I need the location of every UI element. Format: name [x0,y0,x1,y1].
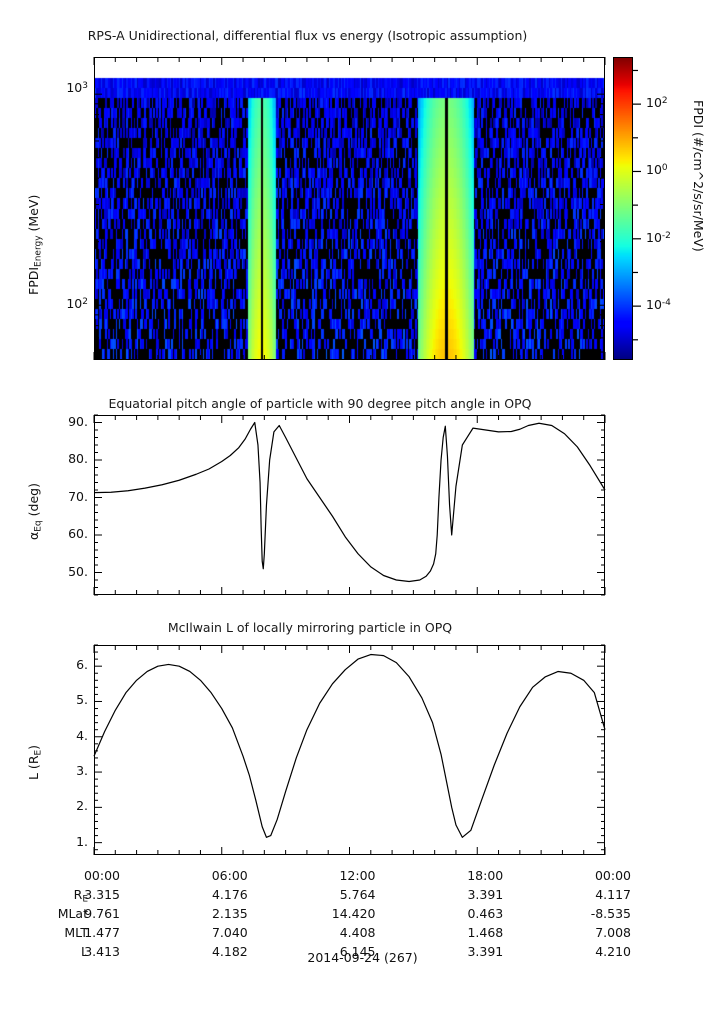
colorbar-ticklabel-1: 100 [646,162,668,177]
tick-mantissa: 10 [646,229,662,245]
tick-mantissa: 10 [646,162,662,178]
table-cell: 3.391 [467,944,504,959]
pitch-angle-ytick-4: 50. [68,563,88,579]
table-cell: 5.764 [339,887,376,902]
mcilwain-l-ytick-0: 6. [76,657,88,673]
date-label: 2014-09-24 (267) [307,950,418,965]
tick-mantissa: 10 [66,296,83,311]
colorbar-ticklabel-2: 10-2 [646,230,671,245]
pitch-angle-ytick-0: 90. [68,413,88,429]
table-row-label-3: L [0,944,88,959]
colorbar-label: FPDI (#/cm^2/s/sr/MeV) [691,100,706,252]
table-cell: 4.408 [339,925,376,940]
tick-exponent: -2 [661,230,671,241]
tick-mantissa: 10 [66,80,83,95]
pitch-angle-ylabel-unit: (deg) [26,483,41,521]
table-row-label-main: R [73,887,83,902]
pitch-angle-title: Equatorial pitch angle of particle with … [108,396,532,411]
colorbar-frame [613,57,633,360]
table-cell: 9.761 [84,906,120,921]
table-row-label-main: MLT [64,925,88,940]
mcilwain-l-ytick-5: 1. [76,833,88,849]
table-row-label-1: MLat [0,906,88,921]
mcilwain-l-ylabel-sub: E [33,749,44,756]
table-cell: 4.176 [211,887,248,902]
table-row-label-main: L [81,944,88,959]
tick-mantissa: 10 [646,95,662,111]
mcilwain-l-ylabel: L (RE) [26,745,43,780]
xaxis-ticklabel-2: 12:00 [339,868,376,883]
ephemeris-table: 00:00 06:00 12:00 18:00 00:00 RE 3.315 4.176 5.7… [0,868,725,978]
table-row-label-main: MLat [57,906,88,921]
tick-exponent: 2 [661,96,668,107]
table-cell: 14.420 [331,906,376,921]
table-cell: 4.210 [595,944,631,959]
pitch-angle-plot [93,414,606,596]
spectrogram-ylabel-main: FPDI [26,266,41,295]
table-cell: -8.535 [590,906,631,921]
colorbar-ticks [633,69,641,341]
colorbar-gradient [613,57,633,360]
mcilwain-l-axes [94,645,605,855]
mcilwain-l-ytick-1: 5. [76,692,88,708]
spectrogram-title: RPS-A Unidirectional, differential flux … [87,28,528,43]
xaxis-ticklabel-3: 18:00 [467,868,504,883]
table-cell: 3.315 [84,887,120,902]
pitch-angle-ylabel-main: α [26,531,41,540]
table-cell: 7.040 [211,925,248,940]
mcilwain-l-ylabel-unit: ) [26,744,41,750]
spectrogram-ytick-1: 102 [40,296,88,311]
spectrogram-ticks [93,57,606,360]
mcilwain-l-plot [93,644,606,855]
table-cell: 7.008 [595,925,631,940]
spectrogram-ytick-0: 103 [40,80,88,95]
table-cell: 6.145 [339,944,376,959]
table-cell: 2.135 [211,906,248,921]
colorbar-ticklabel-3: 10-4 [646,297,671,312]
spectrogram-image [95,58,604,359]
pitch-angle-axes [94,415,605,595]
table-cell: 1.468 [467,925,504,940]
table-cell: 3.391 [467,887,504,902]
table-cell: 4.182 [211,944,248,959]
spectrogram-ylabel-unit: (MeV) [26,194,41,236]
xaxis-ticklabel-0: 00:00 [83,868,120,883]
table-cell: 0.463 [467,906,504,921]
mcilwain-l-ytick-4: 2. [76,798,88,814]
pitch-angle-ytick-3: 60. [68,526,88,541]
xaxis-ticklabel-4: 00:00 [594,868,631,883]
xaxis-ticklabel-1: 06:00 [211,868,248,883]
table-row-label-0: RE [0,887,88,904]
tick-exponent: 0 [661,163,668,174]
pitch-angle-ylabel: αEq (deg) [26,483,43,540]
tick-exponent: 3 [82,80,88,91]
table-row-label-2: MLT [0,925,88,940]
table-row-label-sub: E [82,894,88,905]
table-cell: 3.413 [84,944,120,959]
spectrogram-ylabel: FPDIEnergy (MeV) [26,195,43,295]
spectrogram-ylabel-sub: Energy [33,235,44,267]
tick-exponent: -4 [661,298,671,309]
mcilwain-l-title: McIlwain L of locally mirroring particle… [167,620,453,635]
table-cell: 4.117 [595,887,631,902]
tick-mantissa: 10 [646,297,662,313]
mcilwain-l-ytick-3: 3. [76,763,88,779]
pitch-angle-ytick-2: 70. [68,488,88,504]
pitch-angle-ytick-1: 80. [68,451,88,466]
tick-exponent: 2 [82,296,88,307]
mcilwain-l-ylabel-main: L (R [26,755,41,781]
table-cell: 1.477 [84,925,120,940]
mcilwain-l-ytick-2: 4. [76,727,88,743]
colorbar-ticklabel-0: 102 [646,95,668,110]
